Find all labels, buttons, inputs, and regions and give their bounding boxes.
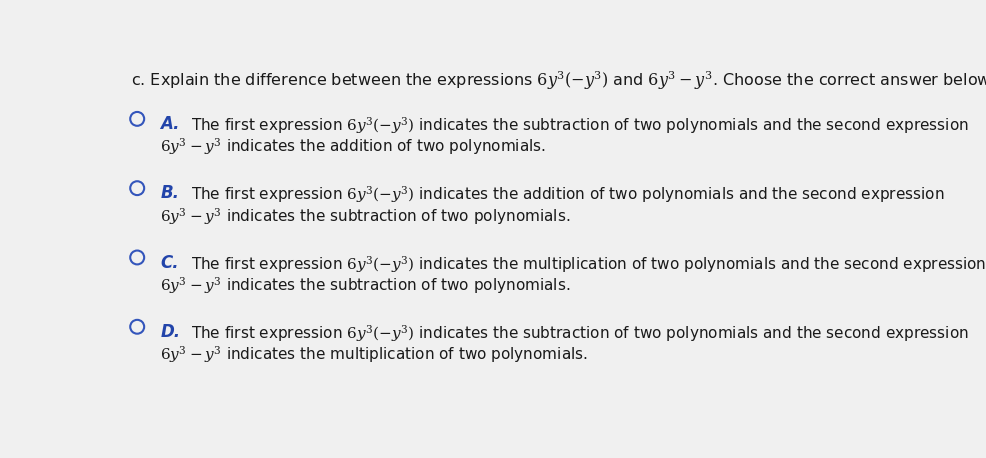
Text: The first expression $6y^3(-y^3)$ indicates the addition of two polynomials and : The first expression $6y^3(-y^3)$ indica… <box>191 184 945 205</box>
Text: $6y^3-y^3$ indicates the subtraction of two polynomials.: $6y^3-y^3$ indicates the subtraction of … <box>161 206 571 227</box>
Text: A.: A. <box>161 115 180 133</box>
Text: c. Explain the difference between the expressions $6y^3(-y^3)$ and $6y^3-y^3$. C: c. Explain the difference between the ex… <box>131 69 986 92</box>
Text: The first expression $6y^3(-y^3)$ indicates the multiplication of two polynomial: The first expression $6y^3(-y^3)$ indica… <box>191 254 986 274</box>
Text: $6y^3-y^3$ indicates the subtraction of two polynomials.: $6y^3-y^3$ indicates the subtraction of … <box>161 275 571 296</box>
Text: The first expression $6y^3(-y^3)$ indicates the subtraction of two polynomials a: The first expression $6y^3(-y^3)$ indica… <box>191 323 969 344</box>
Text: B.: B. <box>161 184 179 202</box>
Text: C.: C. <box>161 254 179 272</box>
Text: D.: D. <box>161 323 180 341</box>
Text: $6y^3-y^3$ indicates the multiplication of two polynomials.: $6y^3-y^3$ indicates the multiplication … <box>161 344 589 365</box>
Text: $6y^3-y^3$ indicates the addition of two polynomials.: $6y^3-y^3$ indicates the addition of two… <box>161 136 546 158</box>
Text: The first expression $6y^3(-y^3)$ indicates the subtraction of two polynomials a: The first expression $6y^3(-y^3)$ indica… <box>191 115 969 136</box>
